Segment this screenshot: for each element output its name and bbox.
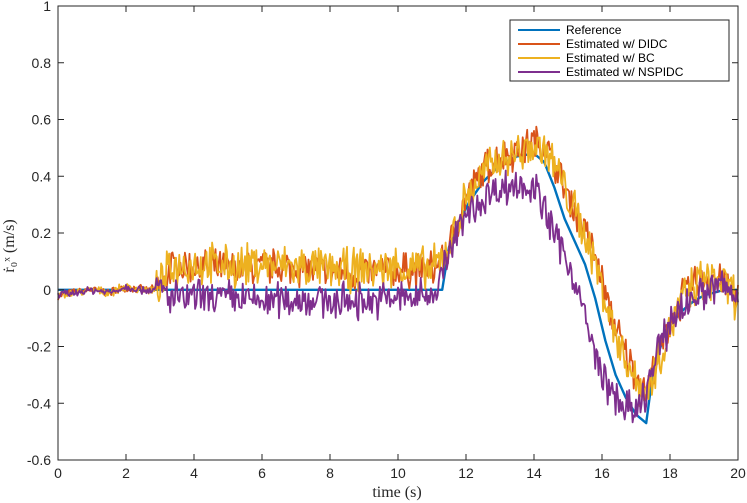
x-tick-label: 6: [258, 465, 266, 481]
y-tick-label: 0: [43, 282, 51, 298]
axes: 0 2 4 6 8 10 12 14 16 18 20 -0.6 -0.4 -0.2 0 0.2 0.4 0.6 0…: [27, 0, 746, 481]
x-tick-label: 12: [458, 465, 474, 481]
legend-item-bc: Estimated w/ BC: [518, 51, 655, 65]
legend-label-nspidc: Estimated w/ NSPIDC: [566, 65, 684, 79]
x-axis-label: time (s): [372, 484, 421, 501]
y-tick-label: -0.2: [27, 339, 51, 355]
x-tick-label: 16: [594, 465, 610, 481]
x-tick-label: 8: [326, 465, 334, 481]
x-tick-label: 0: [54, 465, 62, 481]
legend-item-didc: Estimated w/ DIDC: [518, 37, 668, 51]
legend: Reference Estimated w/ DIDC Estimated w/…: [509, 19, 730, 82]
series-line-2: [57, 134, 739, 407]
y-tick-label: -0.6: [27, 452, 51, 468]
y-tick-label: 0.6: [32, 112, 52, 128]
x-tick-label: 18: [662, 465, 678, 481]
plot-area: [57, 125, 739, 425]
y-tick-label: 0.2: [32, 225, 52, 241]
x-tick-label: 10: [390, 465, 406, 481]
legend-label-reference: Reference: [566, 23, 622, 37]
y-tick-label: 0.4: [32, 168, 52, 184]
series-line-3: [57, 169, 739, 424]
x-tick-label: 20: [730, 465, 746, 481]
y-tick-label: 0.8: [32, 55, 52, 71]
y-axis-label: ṙ₀ˣ (m/s): [1, 219, 18, 272]
legend-item-nspidc: Estimated w/ NSPIDC: [518, 65, 684, 79]
legend-label-bc: Estimated w/ BC: [566, 51, 655, 65]
legend-item-reference: Reference: [518, 23, 622, 37]
series-line-1: [57, 125, 739, 402]
x-tick-label: 4: [190, 465, 198, 481]
y-tick-label: 1: [43, 0, 51, 14]
x-tick-label: 2: [122, 465, 130, 481]
y-tick-label: -0.4: [27, 395, 51, 411]
legend-label-didc: Estimated w/ DIDC: [566, 37, 668, 51]
x-tick-label: 14: [526, 465, 542, 481]
